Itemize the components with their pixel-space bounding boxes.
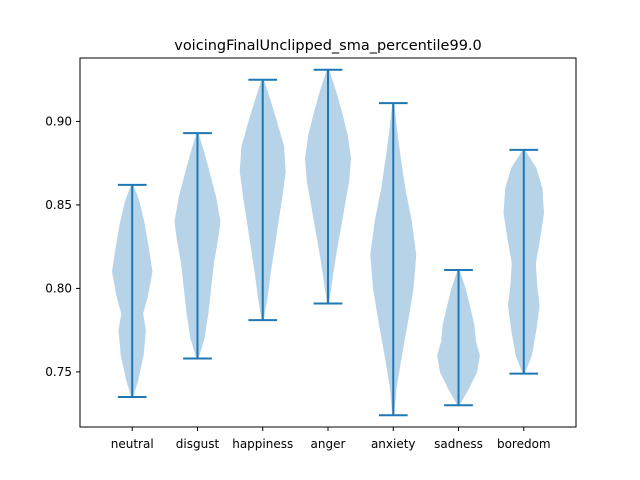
x-tick-label-happiness: happiness — [232, 437, 293, 451]
x-tick-label-sadness: sadness — [434, 437, 483, 451]
x-tick-label-anger: anger — [311, 437, 346, 451]
y-tick-label-1: 0.80 — [45, 281, 72, 295]
chart-title: voicingFinalUnclipped_sma_percentile99.0 — [174, 38, 482, 54]
x-tick-label-disgust: disgust — [176, 437, 220, 451]
x-tick-label-boredom: boredom — [497, 437, 551, 451]
y-tick-label-3: 0.90 — [45, 114, 72, 128]
y-tick-label-0: 0.75 — [45, 365, 72, 379]
violin-range-lines — [117, 68, 539, 417]
x-axis: neutral disgust happiness anger anxiety sadne… — [111, 427, 551, 451]
y-tick-label-2: 0.85 — [45, 198, 72, 212]
y-axis: 0.75 0.80 0.85 0.90 — [45, 114, 80, 379]
x-tick-label-neutral: neutral — [111, 437, 154, 451]
x-tick-label-anxiety: anxiety — [371, 437, 416, 451]
